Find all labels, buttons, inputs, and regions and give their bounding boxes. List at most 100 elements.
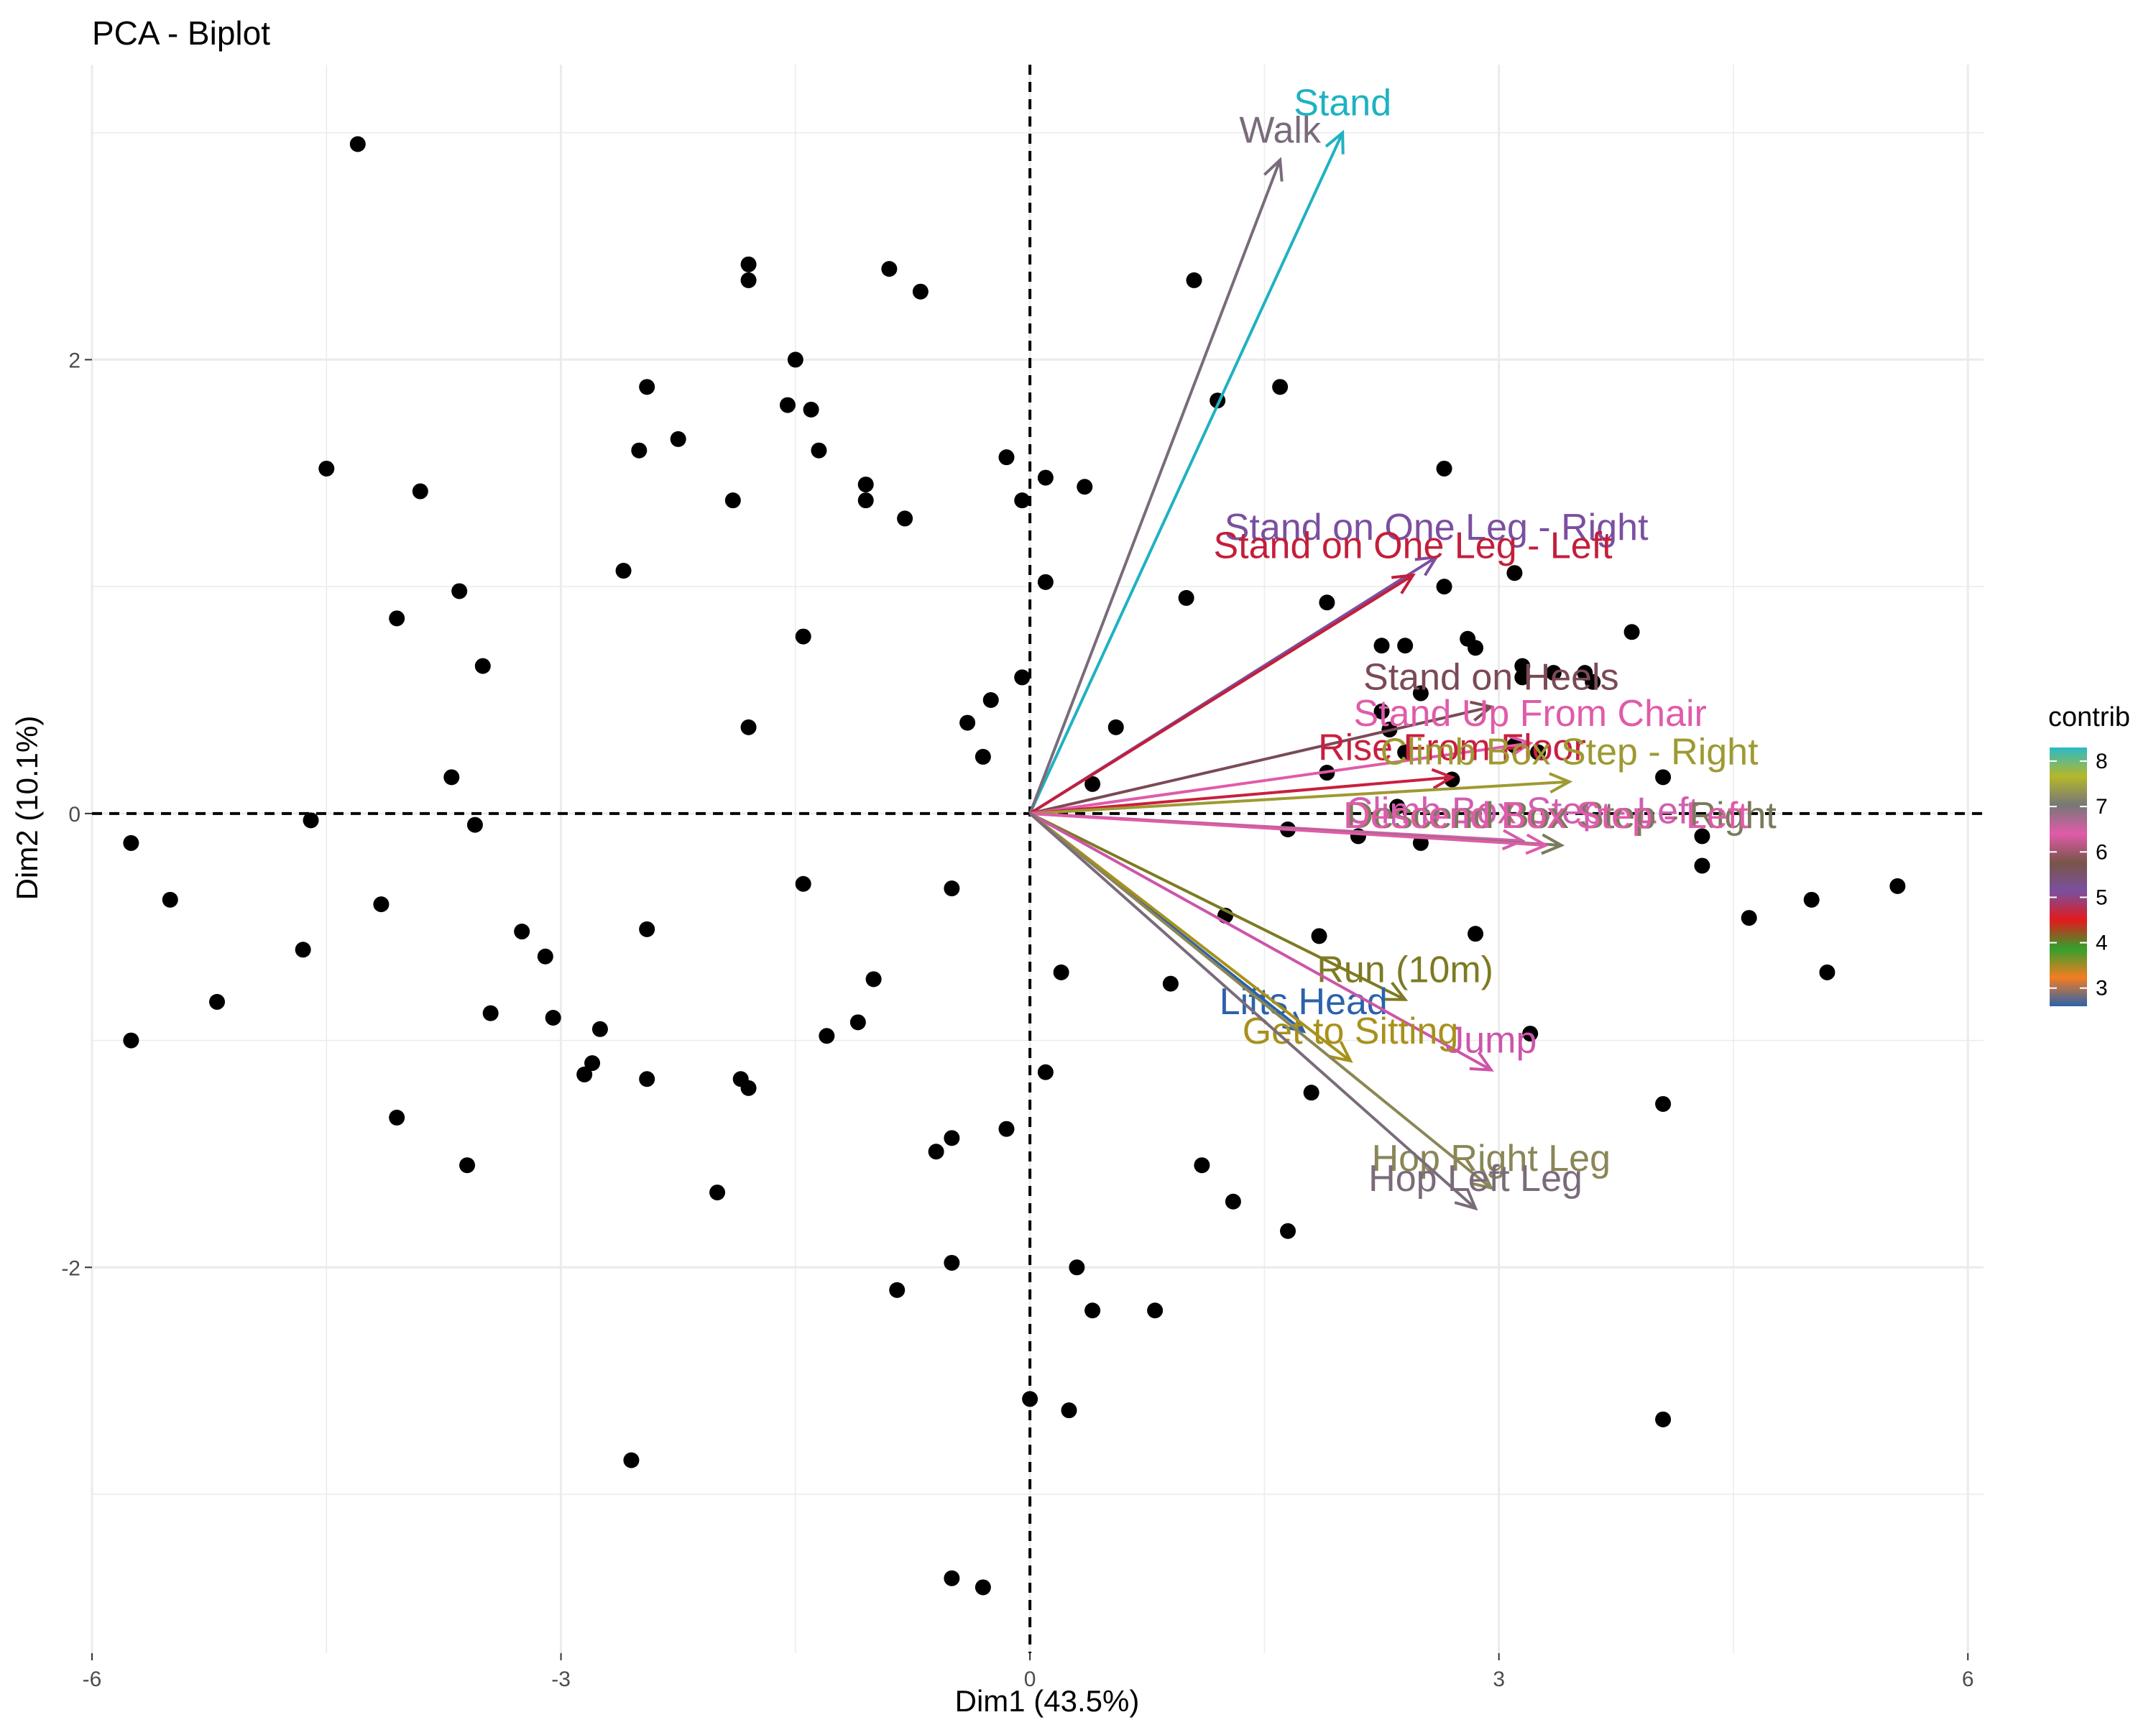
legend-ticks: 3 4 5 6 7 8 — [2050, 750, 2108, 1000]
data-point — [123, 834, 139, 851]
x-tick-label: -3 — [551, 1668, 571, 1691]
variable-arrow-line — [1029, 812, 1492, 1072]
data-point — [1162, 975, 1179, 992]
data-point — [1694, 828, 1710, 845]
data-point — [779, 397, 796, 413]
legend-tick-label: 5 — [2096, 886, 2108, 909]
data-point — [584, 1055, 601, 1072]
variable-label: Descend Box Step - Right — [1347, 795, 1777, 837]
data-point — [1194, 1157, 1210, 1174]
variable-label: Climb Box Step - Right — [1381, 732, 1759, 773]
variable-arrow-head — [1501, 829, 1526, 851]
data-point — [373, 896, 390, 913]
data-point — [591, 1021, 608, 1037]
x-tick-label: -6 — [83, 1668, 102, 1691]
variable-arrow-head — [1549, 772, 1573, 794]
data-point — [1655, 769, 1672, 786]
variable-arrow-head — [1325, 129, 1345, 155]
variable-arrow-line — [1028, 132, 1344, 814]
y-tick-label: 2 — [68, 349, 80, 372]
data-point — [1077, 479, 1093, 495]
variable-arrow-line — [1028, 812, 1352, 1062]
variable-label: Climb Box Step - Left — [1346, 791, 1700, 832]
data-point — [123, 1032, 139, 1049]
data-point — [944, 1130, 960, 1146]
data-point — [576, 1066, 593, 1082]
data-point — [1186, 272, 1202, 288]
data-point — [1803, 891, 1820, 908]
data-point — [459, 1157, 476, 1174]
variable-vector: Run (10m) — [1029, 812, 1493, 1001]
data-point — [1225, 1193, 1241, 1210]
data-point — [303, 812, 319, 829]
variable-label: Stand on One Leg - Left — [1214, 525, 1613, 566]
data-point — [849, 1014, 866, 1031]
data-point — [545, 1010, 561, 1026]
variable-vector: Stand on Heels — [1029, 656, 1619, 815]
data-point — [1506, 565, 1523, 581]
variable-arrow-line — [1029, 574, 1414, 815]
variable-arrow-line — [1028, 812, 1493, 1190]
data-point — [1107, 719, 1124, 735]
data-point — [959, 714, 976, 731]
data-point — [1397, 638, 1414, 654]
data-point — [1022, 1391, 1038, 1407]
data-point — [474, 658, 491, 674]
data-point — [928, 1144, 944, 1160]
data-point — [811, 442, 827, 459]
data-point — [1373, 638, 1390, 654]
data-point — [631, 442, 648, 459]
data-point — [1436, 460, 1452, 477]
data-point — [982, 692, 999, 708]
variable-arrow-head — [1541, 833, 1565, 855]
data-point — [1061, 1402, 1077, 1419]
data-point — [1522, 1026, 1539, 1042]
data-point — [1037, 469, 1054, 486]
variable-arrow-line — [1029, 776, 1452, 815]
variable-label: Stand Up From Chair — [1354, 693, 1707, 735]
variable-label: Rise From Floor — [1318, 727, 1586, 768]
variable-label: Stand on One Leg - Right — [1225, 507, 1649, 548]
variable-vector: Hop Left Leg — [1028, 812, 1583, 1211]
y-axis-title: Dim2 (10.1%) — [10, 716, 44, 901]
data-point — [1069, 1259, 1085, 1276]
data-point — [1819, 964, 1835, 980]
variable-arrow-head — [1414, 555, 1439, 576]
data-point — [897, 510, 913, 527]
x-axis-title: Dim1 (43.5%) — [955, 1684, 1140, 1718]
data-point — [975, 1579, 991, 1596]
variable-arrow-line — [1030, 780, 1570, 815]
data-point — [1397, 744, 1414, 760]
data-point — [1514, 658, 1531, 674]
data-point — [998, 1121, 1015, 1137]
legend-tick-label: 3 — [2096, 977, 2108, 1000]
data-point — [889, 1282, 906, 1298]
variable-arrow-head — [1454, 1187, 1478, 1211]
data-point — [482, 1005, 499, 1021]
data-point — [1514, 669, 1531, 686]
x-tick-label: 3 — [1493, 1668, 1505, 1691]
variable-arrow-line — [1029, 812, 1406, 1001]
data-point — [819, 1028, 835, 1044]
variable-arrow-line — [1028, 159, 1282, 814]
data-point — [1014, 492, 1031, 509]
y-tick-label: 0 — [68, 803, 80, 827]
variable-arrow-line — [1030, 811, 1547, 847]
data-point — [349, 136, 366, 152]
variable-vector: Stand Up From Chair — [1029, 693, 1707, 815]
legend-colorbar — [2050, 748, 2087, 1006]
variable-label: Stand — [1294, 83, 1391, 124]
data-point — [865, 971, 882, 988]
variable-arrow-line — [1028, 812, 1477, 1210]
data-point — [1889, 878, 1906, 894]
data-point — [1623, 624, 1640, 640]
data-point — [1178, 589, 1194, 606]
x-tick-label: 0 — [1024, 1668, 1036, 1691]
data-point — [389, 1109, 405, 1126]
variable-label: Walk — [1239, 110, 1322, 152]
data-point — [1280, 1223, 1296, 1239]
legend-title: contrib — [2048, 702, 2130, 732]
data-point — [998, 449, 1015, 466]
data-point — [623, 1452, 640, 1468]
variable-vector: Climb Box Step - Right — [1030, 732, 1759, 815]
